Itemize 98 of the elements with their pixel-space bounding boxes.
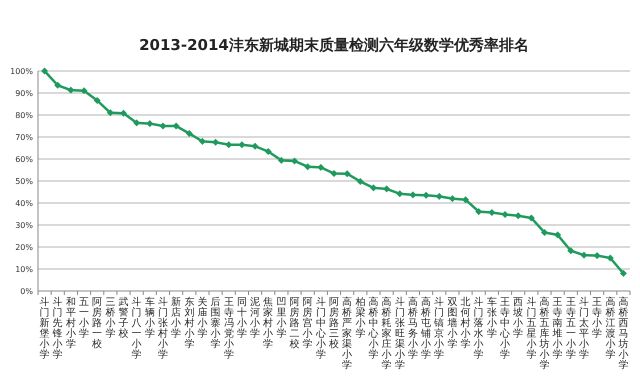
point (212, 138, 220, 146)
point (620, 270, 627, 277)
x-tick-label: 王寺五一小学 (566, 297, 576, 360)
x-tick-label: 斗门先锋小学 (52, 296, 63, 360)
x-tick-label: 车张小学 (486, 296, 497, 340)
x-tick-label: 高桥马务小学 (406, 296, 418, 360)
x-tick-label: 斗门五星小学 (526, 296, 536, 360)
point (330, 170, 338, 178)
x-tick-label: 高桥西马坊小学 (617, 296, 628, 371)
x-tick-label: 和平村小学 (64, 296, 76, 350)
x-tick-label: 王寺冯党小学 (224, 297, 234, 360)
x-tick-label: 王寺小学 (592, 297, 602, 340)
x-tick-label: 三桥小学 (104, 297, 116, 340)
y-tick-label: 100% (10, 67, 34, 76)
y-tick-label: 20% (15, 243, 34, 252)
x-tick-label: 斗门张旺渠小学 (394, 296, 405, 371)
x-tick-label: 斗门镐京小学 (433, 296, 444, 360)
x-tick-label: 斗门落水小学 (474, 296, 484, 360)
point (291, 157, 298, 164)
point (94, 96, 101, 104)
point (120, 110, 128, 117)
point (67, 86, 74, 94)
point (133, 119, 140, 126)
point (422, 192, 430, 199)
x-tick-label: 凹里小学 (276, 297, 286, 340)
x-tick-label: 阿房宫小学 (302, 297, 313, 350)
y-tick-label: 40% (15, 199, 34, 208)
point (594, 252, 601, 260)
x-tick-label: 斗门新堡小学 (40, 296, 50, 360)
y-tick-label: 10% (15, 265, 34, 274)
x-tick-label: 双图墙小学 (446, 297, 458, 350)
point (186, 130, 193, 137)
x-tick-label: 高桥耗家庄小学 (380, 296, 392, 371)
y-tick-label: 90% (15, 89, 34, 98)
point (54, 82, 62, 89)
point (106, 109, 114, 116)
point (252, 142, 259, 150)
x-tick-label: 高桥中心小学 (367, 296, 378, 360)
x-tick-label: 斗门太平小学 (578, 296, 589, 360)
x-tick-label: 王寺南堆小学 (552, 297, 563, 360)
x-tick-label: 东刘村小学 (183, 296, 194, 350)
chart-title: 2013-2014沣东新城期末质量检测六年级数学优秀率排名 (139, 36, 529, 54)
x-tick-label: 高桥江渡小学 (604, 296, 616, 360)
y-tick-label: 80% (15, 111, 34, 120)
point (370, 184, 377, 192)
point (528, 214, 535, 222)
x-tick-label: 柏梁小学 (354, 296, 366, 340)
point (606, 254, 614, 262)
point (409, 191, 416, 198)
point (172, 122, 180, 130)
point (146, 120, 154, 128)
x-tick-label: 高桥屯铺小学 (420, 296, 432, 360)
point (475, 208, 482, 216)
x-tick-label: 西坡小学 (512, 297, 524, 340)
x-tick-label: 阿房路一校 (91, 297, 102, 350)
x-tick-label: 武警子校 (118, 296, 129, 340)
point (356, 178, 364, 185)
x-tick-label: 关庙小学 (197, 296, 208, 340)
point (159, 122, 166, 130)
point (304, 163, 312, 170)
y-tick-label: 60% (15, 155, 34, 164)
point (396, 190, 404, 198)
point (567, 247, 574, 254)
point (344, 170, 351, 178)
x-tick-label: 斗门张村小学 (156, 296, 168, 360)
y-tick-label: 50% (15, 177, 34, 186)
point (540, 228, 548, 236)
x-tick-label: 阿房路二校 (288, 297, 300, 350)
x-tick-label: 焦家村小学 (262, 296, 274, 350)
x-tick-label: 新店小学 (171, 296, 182, 340)
x-tick-label: 高桥五库坊小学 (538, 296, 550, 371)
point (264, 148, 272, 156)
point (462, 196, 470, 204)
x-tick-label: 阿房路三校 (328, 297, 339, 350)
x-tick-label: 同十小学 (236, 297, 247, 340)
y-tick-label: 0% (20, 287, 34, 296)
point (383, 185, 390, 192)
point (80, 87, 88, 94)
point (41, 68, 48, 74)
x-tick-label: 后围寨小学 (210, 296, 221, 350)
point (554, 231, 562, 238)
x-tick-label: 五一小学 (79, 297, 90, 340)
point (278, 156, 285, 164)
point (488, 208, 496, 216)
point (580, 252, 588, 259)
x-tick-label: 北何村小学 (460, 296, 471, 350)
x-tick-label: 泥河小学 (250, 296, 260, 340)
y-tick-label: 30% (15, 221, 34, 230)
point (514, 212, 522, 220)
x-tick-label: 高桥严家渠小学 (341, 296, 352, 371)
x-tick-label: 斗门中心小学 (314, 296, 326, 360)
point (198, 138, 206, 145)
x-tick-label: 斗门八一小学 (132, 296, 142, 360)
x-tick-label: 车辆小学 (144, 296, 155, 340)
point (436, 192, 443, 200)
x-tick-label: 王寺中心小学 (499, 297, 510, 360)
y-tick-label: 70% (15, 133, 34, 142)
point (448, 195, 456, 202)
